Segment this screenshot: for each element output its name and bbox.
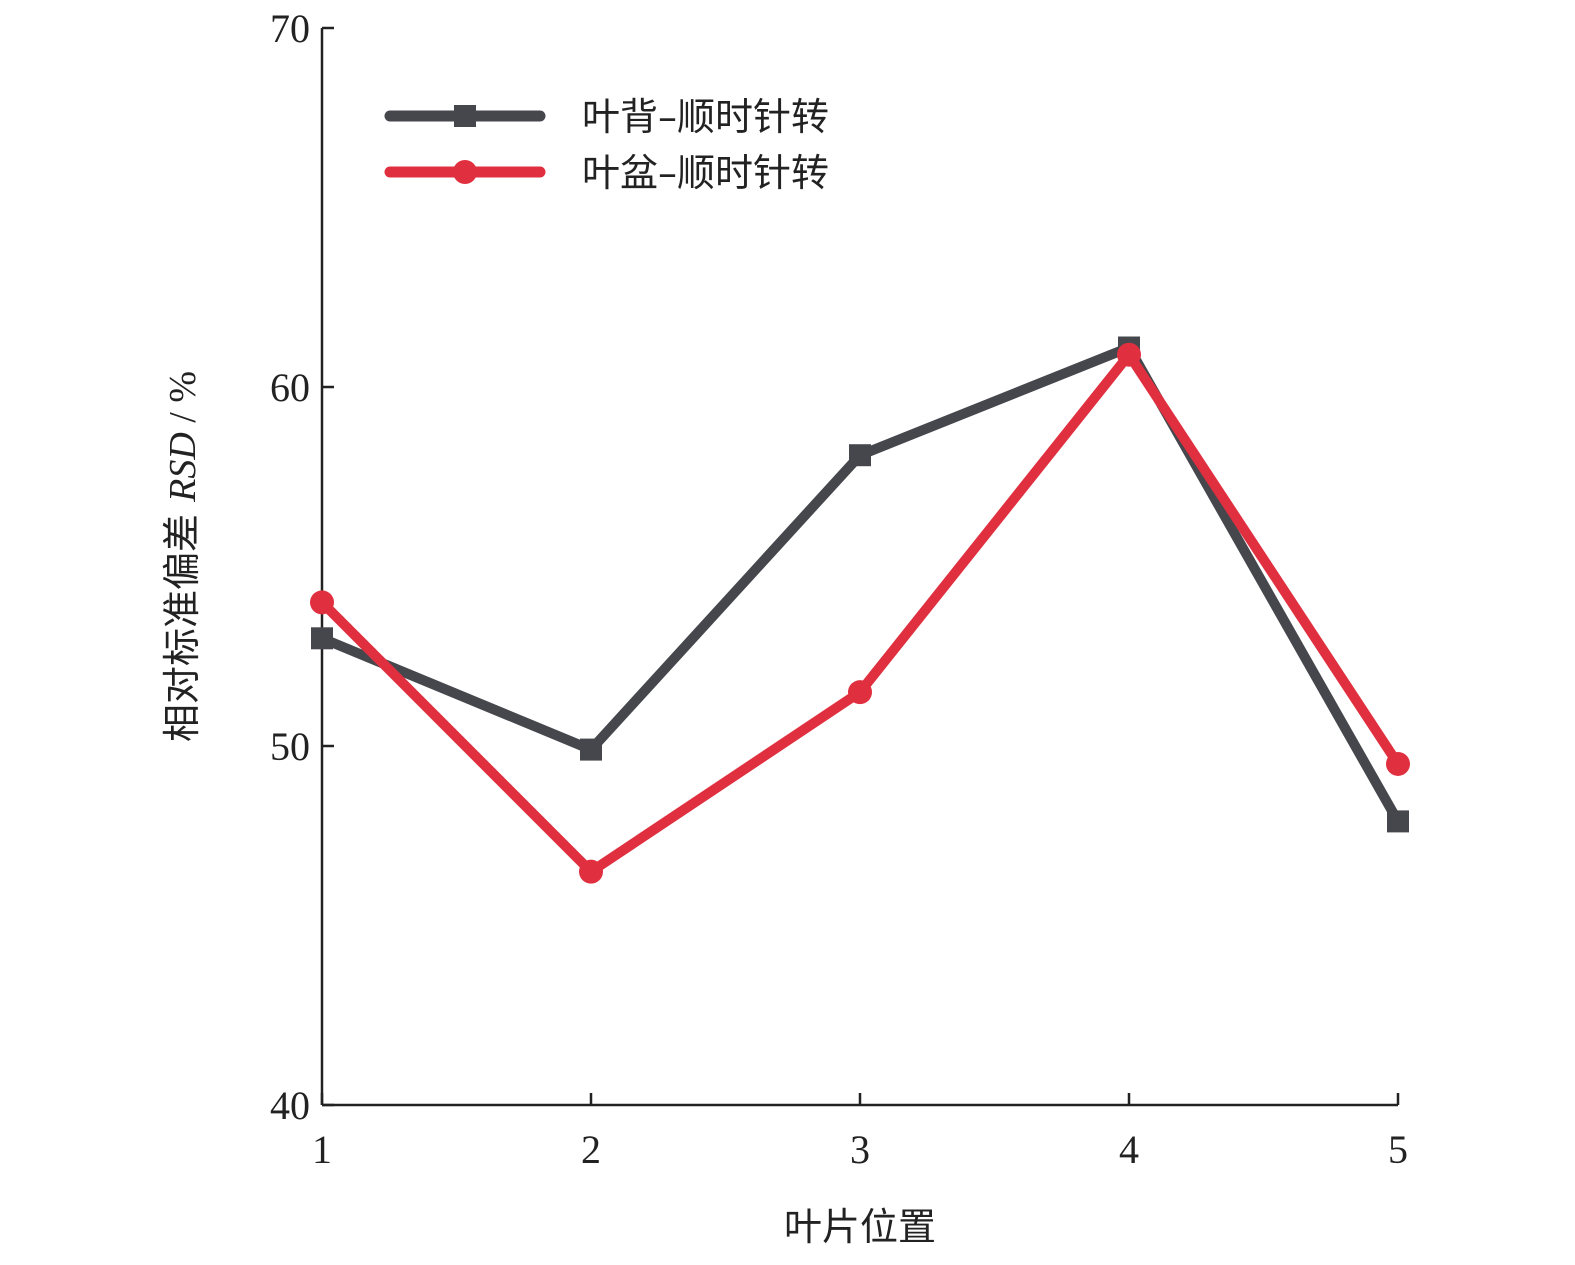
- series-2: [310, 342, 1410, 884]
- y-tick-label: 40: [270, 1083, 310, 1128]
- y-tick-label: 50: [270, 724, 310, 769]
- y-axis-title-suffix: / %: [162, 371, 204, 432]
- x-tick-label: 1: [312, 1127, 332, 1172]
- x-tick-label: 5: [1388, 1127, 1408, 1172]
- legend-label: 叶盆–顺时针转: [582, 151, 829, 195]
- data-point: [1387, 810, 1409, 833]
- axes: [320, 28, 1398, 1107]
- data-point: [580, 738, 602, 761]
- data-point: [848, 680, 872, 705]
- legend-item: 叶背–顺时针转: [384, 95, 829, 139]
- x-tick-label: 2: [581, 1127, 601, 1172]
- data-point: [311, 627, 333, 650]
- data-point: [849, 444, 871, 467]
- x-tick-label: 4: [1119, 1127, 1139, 1172]
- series-layer: [310, 336, 1410, 884]
- y-axis-title-italic: RSD: [162, 432, 204, 503]
- legend-swatch-marker: [453, 160, 477, 184]
- legend-label: 叶背–顺时针转: [582, 95, 829, 139]
- x-tick-label: 3: [850, 1127, 870, 1172]
- legend-swatch-marker: [454, 105, 476, 127]
- y-axis-title: 相对标准偏差 RSD / %: [160, 371, 204, 742]
- y-tick-label: 70: [270, 6, 310, 51]
- data-point: [310, 590, 334, 615]
- y-ticks: 40 50 60 70: [270, 6, 334, 1128]
- series-line: [317, 342, 1403, 827]
- data-point: [579, 859, 603, 884]
- legend-item: 叶盆–顺时针转: [384, 151, 829, 195]
- y-axis-title-prefix: 相对标准偏差: [160, 502, 204, 742]
- x-ticks: 1 2 3 4 5: [312, 1093, 1408, 1172]
- data-point: [1386, 751, 1410, 776]
- series-1: [311, 336, 1409, 833]
- x-axis-title: 叶片位置: [784, 1205, 936, 1249]
- data-point: [1117, 342, 1141, 367]
- y-tick-label: 60: [270, 365, 310, 410]
- series-line: [317, 349, 1403, 877]
